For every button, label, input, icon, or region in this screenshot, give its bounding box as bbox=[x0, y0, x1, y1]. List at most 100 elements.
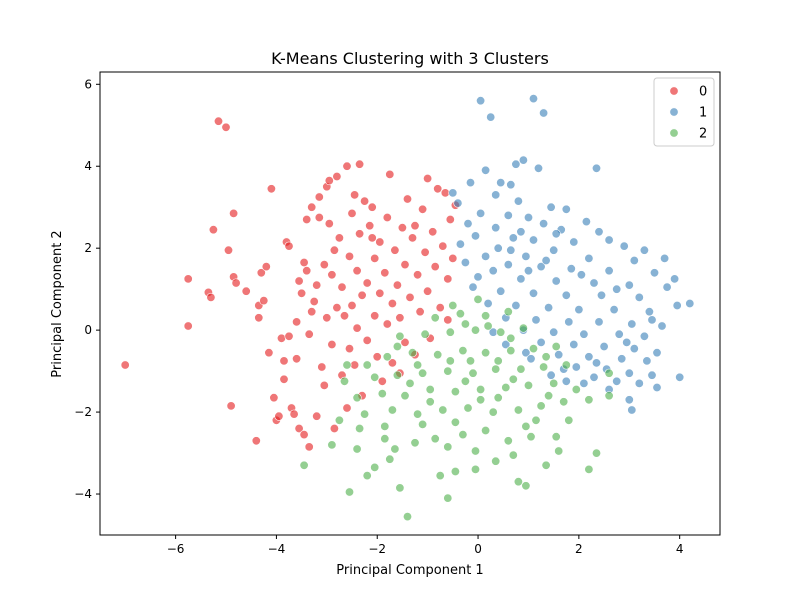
data-point bbox=[634, 378, 644, 388]
chart-title: K-Means Clustering with 3 Clusters bbox=[271, 49, 549, 68]
data-point bbox=[589, 372, 599, 382]
data-point bbox=[463, 403, 473, 413]
legend-marker bbox=[669, 86, 679, 96]
data-point bbox=[624, 368, 634, 378]
data-point bbox=[672, 300, 682, 310]
data-point bbox=[392, 280, 402, 290]
data-point bbox=[380, 268, 390, 278]
data-point bbox=[362, 278, 372, 288]
data-point bbox=[365, 221, 375, 231]
data-point bbox=[571, 362, 581, 372]
data-point bbox=[546, 202, 556, 212]
data-point bbox=[465, 178, 475, 188]
data-point bbox=[314, 213, 324, 223]
data-point bbox=[339, 311, 349, 321]
data-point bbox=[551, 341, 561, 351]
data-point bbox=[413, 360, 423, 370]
data-point bbox=[551, 432, 561, 442]
y-axis-ticks: −4 −2 0 2 4 6 bbox=[74, 77, 100, 501]
data-point bbox=[402, 194, 412, 204]
data-point bbox=[493, 393, 503, 403]
data-point bbox=[413, 270, 423, 280]
data-point bbox=[307, 307, 317, 317]
data-point bbox=[329, 245, 339, 255]
x-axis-label: Principal Component 1 bbox=[336, 563, 483, 578]
data-point bbox=[390, 245, 400, 255]
data-point bbox=[619, 241, 629, 251]
data-point bbox=[491, 364, 501, 374]
data-point bbox=[445, 215, 455, 225]
data-point bbox=[579, 378, 589, 388]
data-point bbox=[531, 315, 541, 325]
data-point bbox=[317, 362, 327, 372]
data-point bbox=[561, 376, 571, 386]
data-point bbox=[294, 423, 304, 433]
data-point bbox=[380, 421, 390, 431]
data-point bbox=[420, 247, 430, 257]
data-point bbox=[327, 270, 337, 280]
data-point bbox=[410, 221, 420, 231]
data-point bbox=[183, 321, 193, 331]
data-point bbox=[458, 430, 468, 440]
data-point bbox=[483, 298, 493, 308]
data-point bbox=[453, 198, 463, 208]
data-point bbox=[382, 319, 392, 329]
data-point bbox=[309, 296, 319, 306]
data-point bbox=[226, 401, 236, 411]
data-point bbox=[312, 280, 322, 290]
x-tick-label: 2 bbox=[575, 542, 583, 556]
data-point bbox=[460, 376, 470, 386]
data-point bbox=[430, 262, 440, 272]
data-point bbox=[521, 348, 531, 358]
data-point bbox=[561, 290, 571, 300]
data-point bbox=[334, 415, 344, 425]
data-point bbox=[526, 354, 536, 364]
data-point bbox=[362, 471, 372, 481]
data-point bbox=[360, 196, 370, 206]
data-point bbox=[254, 313, 264, 323]
data-point bbox=[516, 227, 526, 237]
data-point bbox=[438, 405, 448, 415]
y-tick-label: 2 bbox=[84, 241, 92, 255]
legend-marker bbox=[669, 107, 679, 117]
data-point bbox=[581, 217, 591, 227]
data-point bbox=[521, 421, 531, 431]
data-point bbox=[375, 237, 385, 247]
legend: 0 1 2 bbox=[653, 77, 715, 147]
data-point bbox=[266, 184, 276, 194]
data-point bbox=[566, 264, 576, 274]
data-point bbox=[506, 333, 516, 343]
data-point bbox=[284, 241, 294, 251]
data-point bbox=[470, 325, 480, 335]
data-point bbox=[551, 276, 561, 286]
data-point bbox=[544, 391, 554, 401]
data-point bbox=[523, 213, 533, 223]
data-point bbox=[551, 229, 561, 239]
data-point bbox=[476, 208, 486, 218]
data-point bbox=[476, 395, 486, 405]
data-point bbox=[443, 366, 453, 376]
data-point bbox=[584, 464, 594, 474]
data-point bbox=[251, 436, 261, 446]
data-point bbox=[350, 360, 360, 370]
data-point bbox=[314, 192, 324, 202]
data-point bbox=[224, 245, 234, 255]
data-point bbox=[629, 344, 639, 354]
data-point bbox=[448, 253, 458, 263]
data-point bbox=[344, 487, 354, 497]
data-point bbox=[339, 376, 349, 386]
data-point bbox=[523, 266, 533, 276]
data-point bbox=[481, 311, 491, 321]
data-point bbox=[488, 407, 498, 417]
y-axis-label: Principal Component 2 bbox=[50, 230, 65, 377]
data-point bbox=[511, 159, 521, 169]
data-point bbox=[528, 288, 538, 298]
data-point bbox=[536, 262, 546, 272]
data-point bbox=[337, 282, 347, 292]
data-point bbox=[513, 196, 523, 206]
y-tick-label: 6 bbox=[84, 77, 92, 91]
data-point bbox=[362, 335, 372, 345]
data-point bbox=[513, 477, 523, 487]
data-point bbox=[433, 184, 443, 194]
